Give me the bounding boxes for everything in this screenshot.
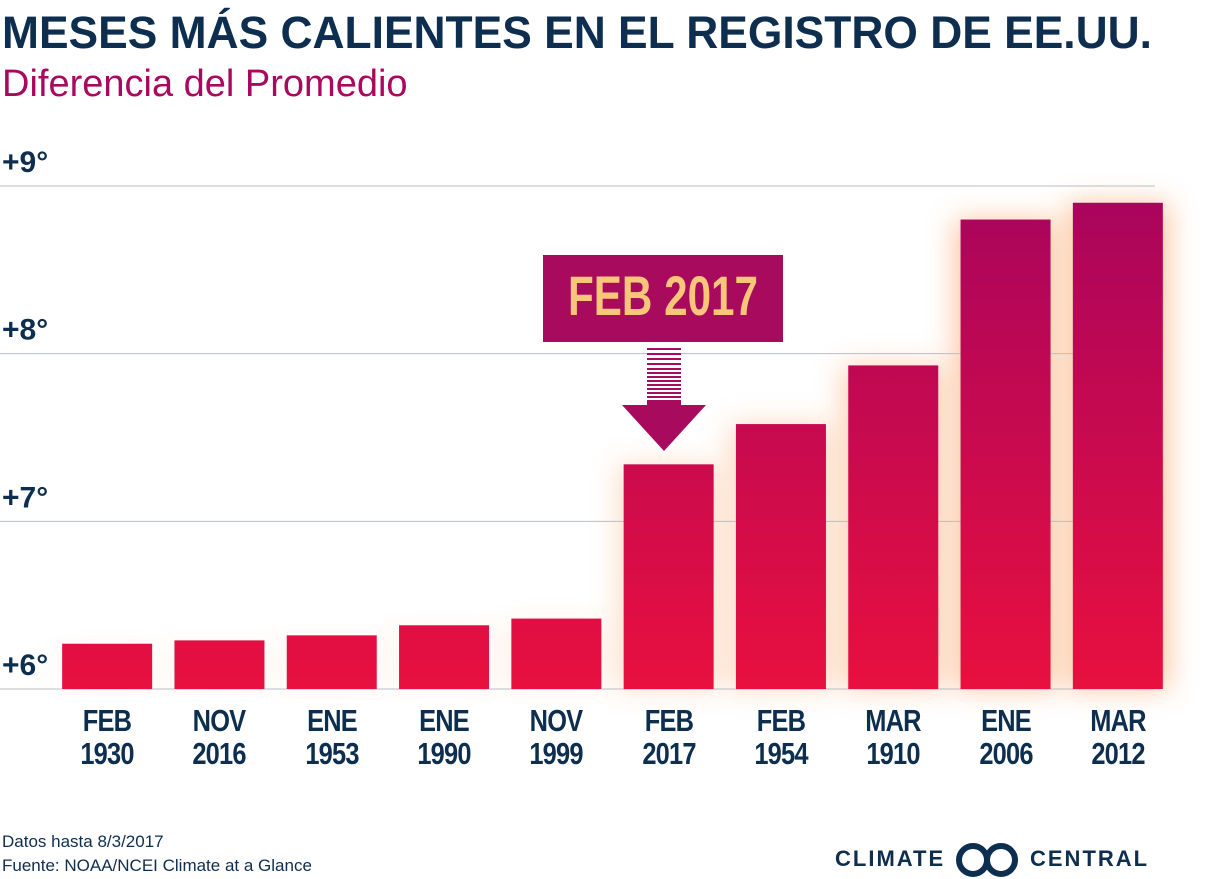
- x-tick-label: NOV 2016: [192, 703, 247, 771]
- bar: [511, 618, 602, 689]
- x-tick-label: NOV 1999: [529, 703, 584, 771]
- x-tick-label: FEB 1954: [754, 703, 808, 771]
- bar: [399, 625, 490, 689]
- bar: [623, 464, 714, 689]
- bar: [1072, 202, 1163, 689]
- x-tick-label: MAR 1910: [865, 703, 922, 771]
- bar: [62, 643, 153, 689]
- bar: [286, 635, 377, 689]
- logo-text: CLIMATE: [835, 846, 945, 871]
- y-tick-label: +7°: [2, 481, 48, 514]
- x-tick-label: FEB 2017: [642, 703, 696, 771]
- logo-text: CENTRAL: [1030, 846, 1149, 871]
- annotation-arrow: [622, 405, 706, 451]
- x-tick-label: ENE 1990: [417, 703, 471, 771]
- y-tick-label: +9°: [2, 146, 48, 179]
- note: Datos hasta 8/3/2017: [2, 832, 164, 851]
- y-tick-label: +8°: [2, 314, 48, 347]
- x-tick-label: MAR 2012: [1090, 703, 1146, 771]
- x-tick-label: FEB 1930: [80, 703, 135, 771]
- chart-title: MESES MÁS CALIENTES EN EL REGISTRO DE EE…: [2, 7, 1152, 58]
- bar: [735, 424, 826, 689]
- x-tick-label: ENE 2006: [978, 703, 1033, 771]
- bar: [848, 365, 939, 689]
- annotation: FEB 2017: [543, 255, 783, 451]
- logo: CLIMATE CENTRAL: [835, 843, 1149, 877]
- note: Fuente: NOAA/NCEI Climate at a Glance: [2, 856, 312, 875]
- x-tick-label: ENE 1953: [305, 703, 359, 771]
- chart-subtitle: Diferencia del Promedio: [2, 63, 408, 105]
- annotation-box: [543, 255, 783, 342]
- bar: [960, 219, 1051, 690]
- bar: [174, 640, 265, 689]
- y-tick-label: +6°: [2, 649, 48, 682]
- annotation-text: FEB 2017: [568, 264, 758, 327]
